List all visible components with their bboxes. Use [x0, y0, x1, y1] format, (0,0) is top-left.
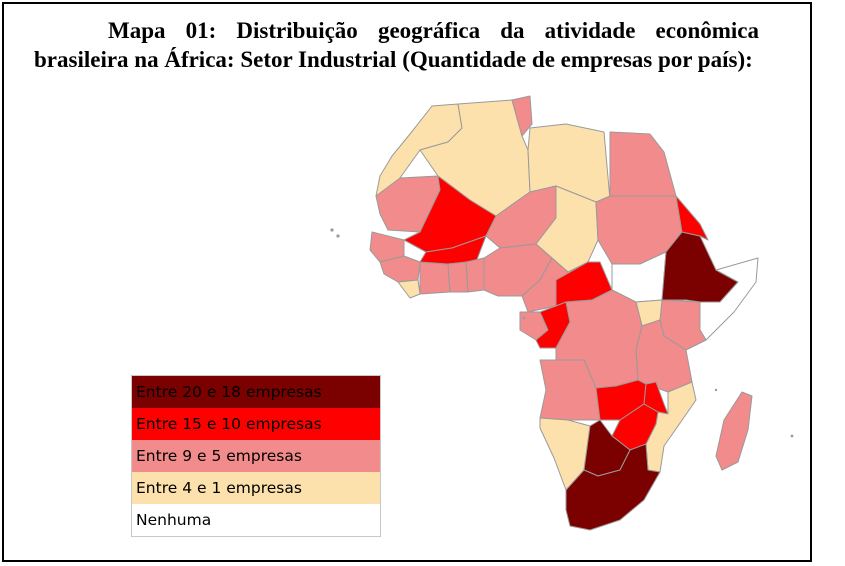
region-ivory-coast [419, 261, 451, 295]
legend-item-15-10: Entre 15 e 10 empresas [132, 408, 380, 440]
region-eritrea [675, 195, 709, 241]
region-ghana [447, 261, 469, 293]
legend-item-20-18: Entre 20 e 18 empresas [132, 376, 380, 408]
map-legend: Entre 20 e 18 empresas Entre 15 e 10 emp… [131, 375, 381, 537]
region-sierra-leone [397, 279, 421, 299]
map-title: Mapa 01: Distribuição geográfica da ativ… [34, 18, 759, 72]
islands [330, 228, 794, 438]
region-madagascar [715, 391, 753, 471]
region-south-africa [565, 443, 661, 531]
legend-item-4-1: Entre 4 e 1 empresas [132, 472, 380, 504]
legend-item-none: Nenhuma [132, 504, 380, 536]
legend-item-9-5: Entre 9 e 5 empresas [132, 440, 380, 472]
region-egypt [609, 131, 677, 197]
region-togo-benin [465, 257, 485, 293]
region-angola [539, 359, 601, 421]
region-tunisia [511, 95, 533, 137]
